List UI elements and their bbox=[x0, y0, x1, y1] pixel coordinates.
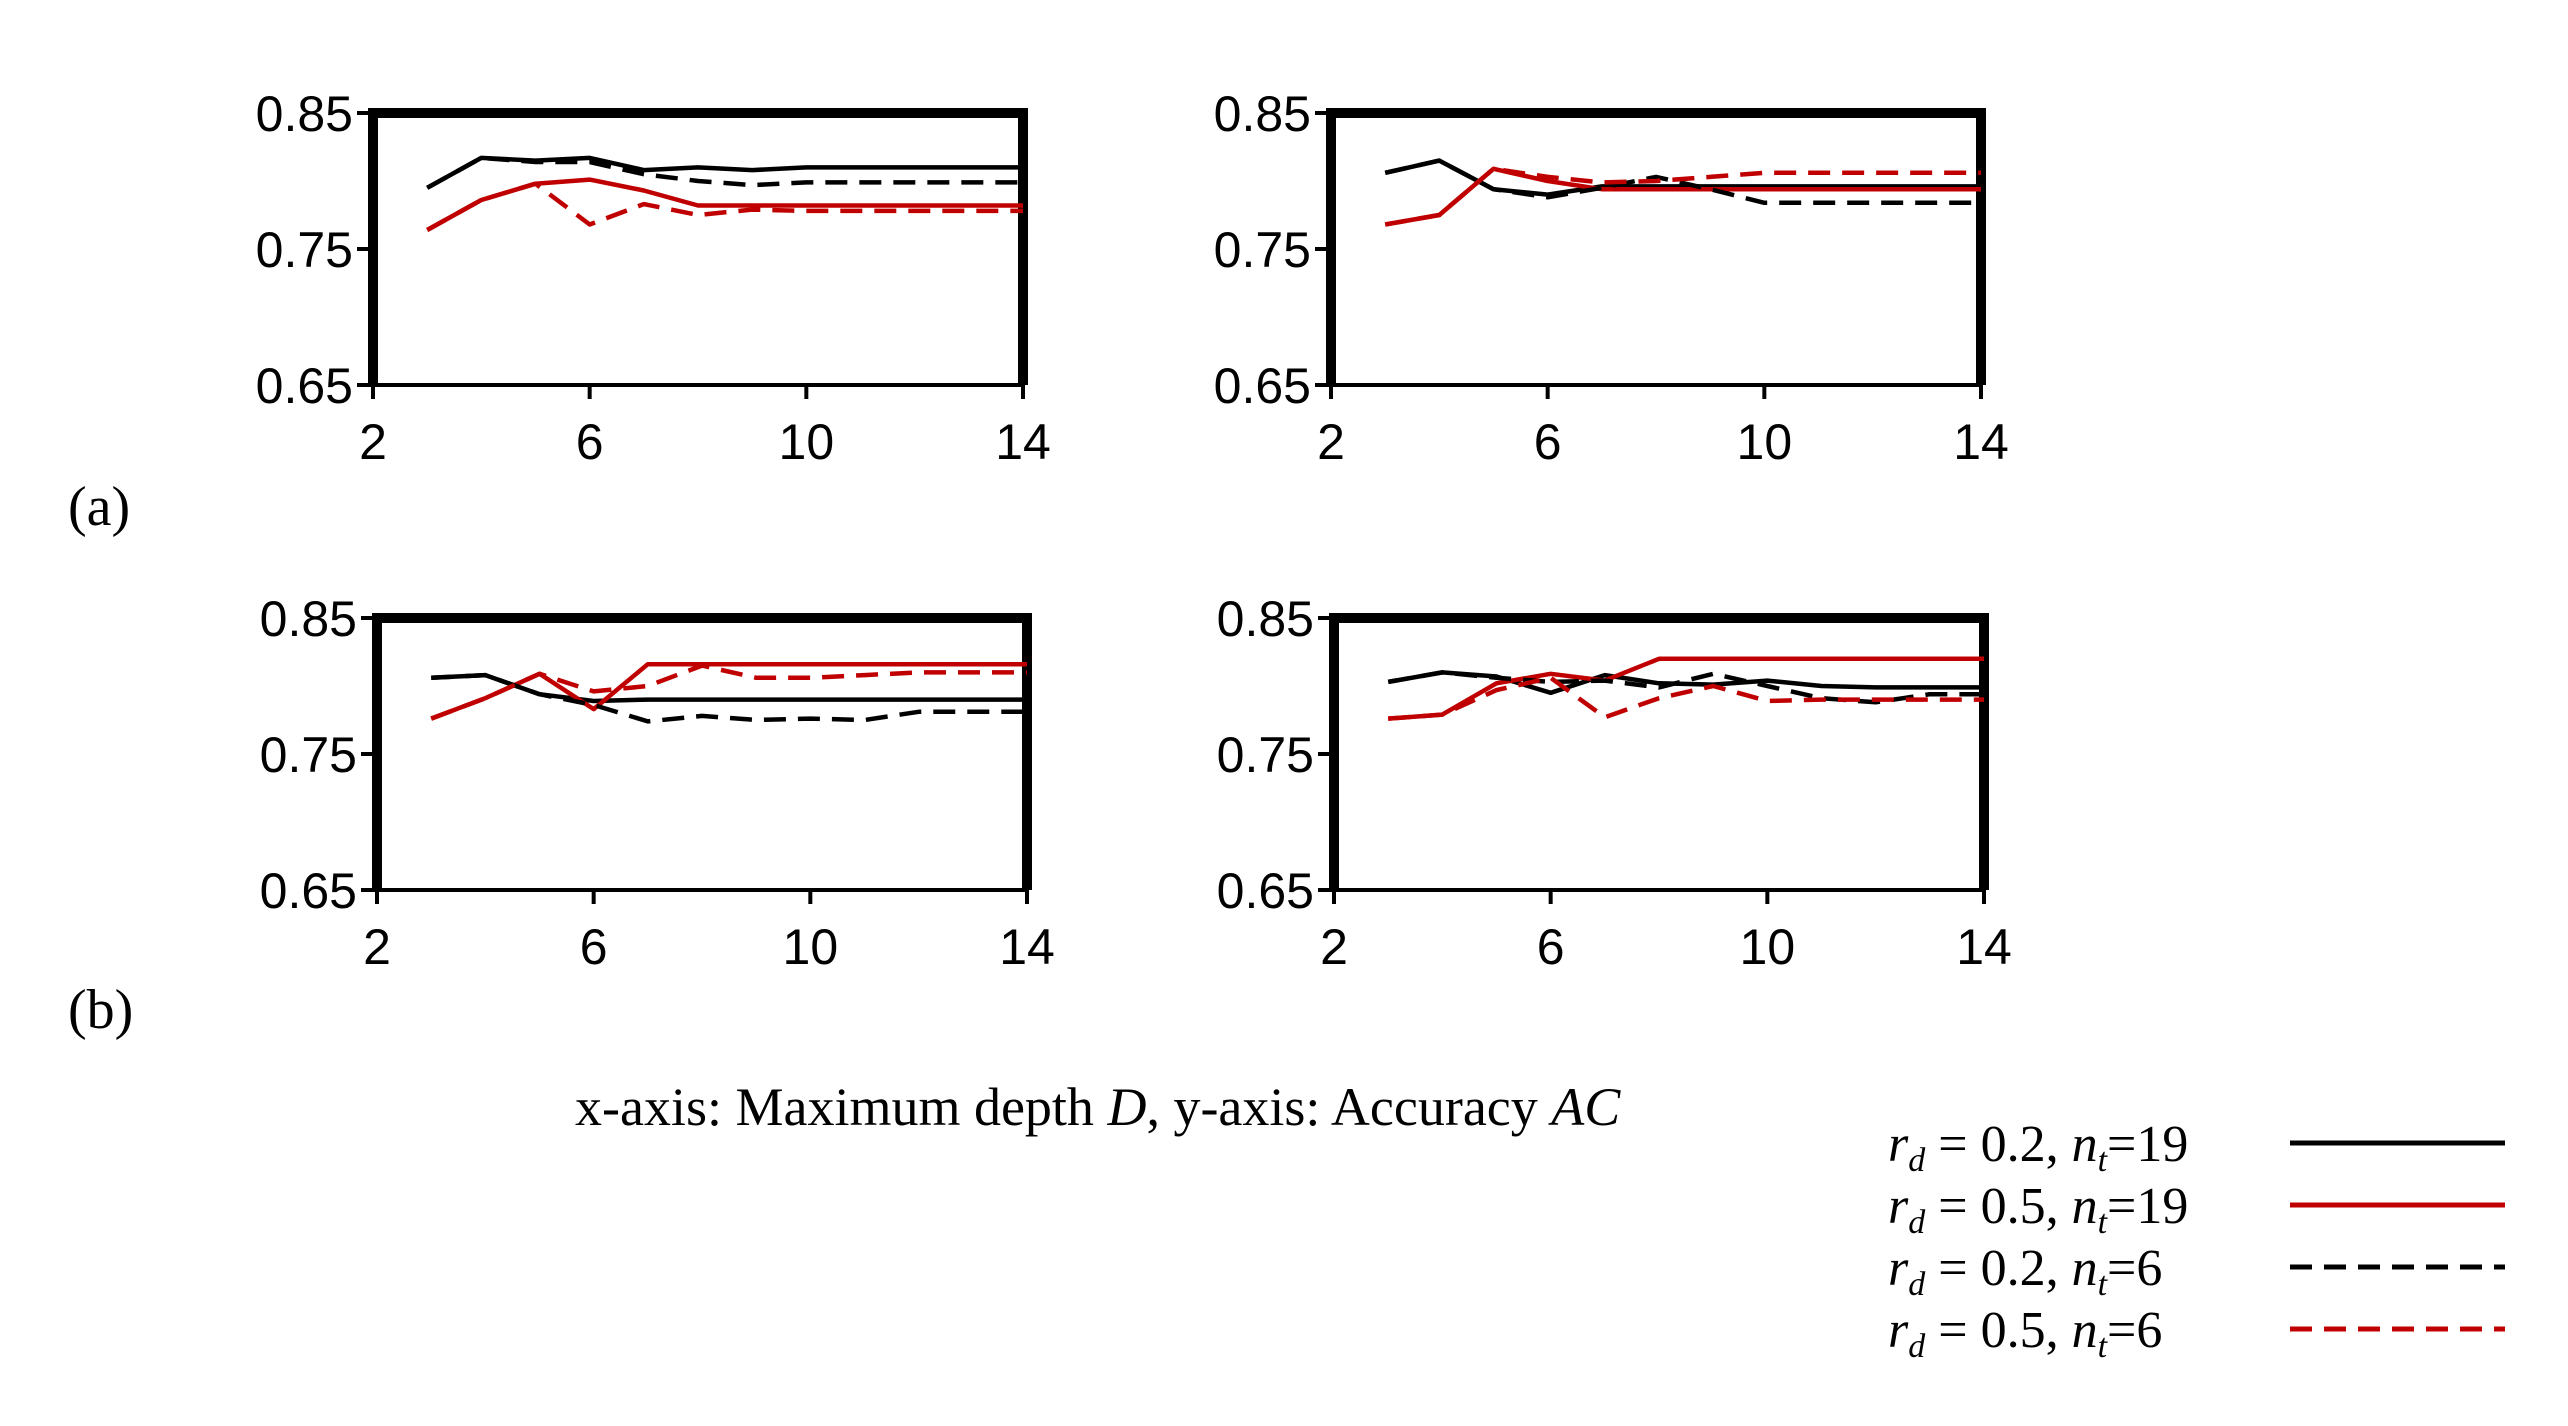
legend-label-part: r bbox=[1888, 1240, 1909, 1297]
legend-item-3: rd = 0.2, nt=6 bbox=[1888, 1240, 2505, 1303]
y-tick-label: 0.85 bbox=[256, 86, 353, 142]
y-tick-label: 0.65 bbox=[1217, 863, 1314, 919]
y-tick-label: 0.85 bbox=[1217, 591, 1314, 647]
series-line-3 bbox=[426, 155, 1023, 190]
series-line-2 bbox=[1388, 656, 1984, 721]
series-line-3 bbox=[1384, 158, 1981, 206]
caption-y-var: AC bbox=[1548, 1077, 1621, 1137]
series-line-1 bbox=[1387, 670, 1984, 696]
legend-label-part: = 0.2, bbox=[1925, 1240, 2071, 1297]
legend-label-part: t bbox=[2098, 1204, 2109, 1241]
legend-label-part: d bbox=[1908, 1328, 1926, 1365]
y-tick-label: 0.65 bbox=[256, 358, 353, 414]
chart-panels: 0.650.750.852 6 10 140.650.750.852 6 10 140.65… bbox=[256, 86, 2012, 975]
x-tick-label: 6 bbox=[576, 414, 604, 470]
y-tick-label: 0.75 bbox=[256, 222, 353, 278]
row-label-a: (a) bbox=[68, 476, 130, 538]
x-tick-label: 2 bbox=[359, 414, 387, 470]
x-tick-label: 2 bbox=[1320, 919, 1348, 975]
y-tick-label: 0.85 bbox=[260, 591, 357, 647]
legend-label-part: t bbox=[2098, 1328, 2109, 1365]
y-tick-label: 0.65 bbox=[1214, 358, 1311, 414]
legend-label-part: = 0.2, bbox=[1925, 1116, 2071, 1173]
legend-label-part: t bbox=[2098, 1142, 2109, 1179]
legend-label-part: d bbox=[1908, 1142, 1926, 1179]
legend-label-part: = 0.5, bbox=[1925, 1302, 2071, 1359]
legend-label: rd = 0.5, nt=6 bbox=[1888, 1302, 2162, 1365]
series-line-4 bbox=[1388, 675, 1984, 721]
legend-label-part: n bbox=[2072, 1178, 2098, 1235]
chart-panel-3: 0.65 0.75 0.85 2 6 10 14 bbox=[260, 591, 1055, 975]
legend-item-1: rd = 0.2, nt=19 bbox=[1888, 1116, 2505, 1179]
x-tick-label: 10 bbox=[779, 414, 835, 470]
legend-label-part: r bbox=[1888, 1302, 1909, 1359]
x-tick-label: 6 bbox=[580, 919, 608, 975]
legend-label-part: =6 bbox=[2107, 1240, 2162, 1297]
legend-label-part: =6 bbox=[2107, 1302, 2162, 1359]
legend-label-part: r bbox=[1888, 1116, 1909, 1173]
legend-label-part: =19 bbox=[2107, 1116, 2188, 1173]
x-tick-label: 14 bbox=[1956, 919, 2012, 975]
legend-label-part: n bbox=[2072, 1302, 2098, 1359]
x-tick-label: 10 bbox=[1737, 414, 1793, 470]
y-tick-label: 0.75 bbox=[1214, 222, 1311, 278]
legend-label-part: d bbox=[1908, 1266, 1926, 1303]
legend-item-2: rd = 0.5, nt=19 bbox=[1888, 1178, 2505, 1241]
x-tick-label: 10 bbox=[783, 919, 839, 975]
legend-label-part: r bbox=[1888, 1178, 1909, 1235]
y-tick-label: 0.65 bbox=[260, 863, 357, 919]
legend-label: rd = 0.5, nt=19 bbox=[1888, 1178, 2188, 1241]
series-line-2 bbox=[426, 177, 1023, 232]
chart-panel-1: 0.65 0.75 0.85 2 6 10 14 bbox=[256, 86, 1051, 470]
x-tick-label: 10 bbox=[1740, 919, 1796, 975]
y-tick-label: 0.75 bbox=[1217, 727, 1314, 783]
caption-middle: , y-axis: Accuracy bbox=[1146, 1077, 1551, 1137]
legend-label-part: n bbox=[2072, 1240, 2098, 1297]
legend-label-part: = 0.5, bbox=[1925, 1178, 2071, 1235]
caption-prefix: x-axis: Maximum depth bbox=[575, 1077, 1107, 1137]
x-tick-label: 14 bbox=[999, 919, 1055, 975]
plot-frame bbox=[372, 613, 1032, 890]
series-line-3 bbox=[431, 672, 1027, 724]
plot-frame bbox=[1326, 108, 1986, 385]
series-line-4 bbox=[1384, 166, 1981, 227]
x-tick-label: 6 bbox=[1537, 919, 1565, 975]
series-line-1 bbox=[431, 672, 1027, 704]
caption: x-axis: Maximum depth D, y-axis: Accurac… bbox=[575, 1077, 1621, 1137]
legend-label-part: t bbox=[2098, 1266, 2109, 1303]
legend-label: rd = 0.2, nt=6 bbox=[1888, 1240, 2162, 1303]
y-tick-label: 0.85 bbox=[1214, 86, 1311, 142]
legend-label-part: =19 bbox=[2107, 1178, 2188, 1235]
y-tick-label: 0.75 bbox=[260, 727, 357, 783]
legend-label: rd = 0.2, nt=19 bbox=[1888, 1116, 2188, 1179]
plot-frame bbox=[368, 108, 1028, 385]
legend-label-part: d bbox=[1908, 1204, 1926, 1241]
series-line-4 bbox=[426, 181, 1023, 232]
x-tick-label: 14 bbox=[1953, 414, 2009, 470]
chart-panel-4: 0.65 0.75 0.85 2 6 10 14 bbox=[1217, 591, 2012, 975]
legend-label-part: n bbox=[2072, 1116, 2098, 1173]
caption-x-var: D bbox=[1106, 1077, 1146, 1137]
chart-panel-2: 0.65 0.75 0.85 2 6 10 14 bbox=[1214, 86, 2009, 470]
x-tick-label: 6 bbox=[1534, 414, 1562, 470]
row-label-b: (b) bbox=[68, 979, 133, 1041]
series-line-4 bbox=[430, 663, 1027, 721]
x-tick-label: 14 bbox=[995, 414, 1051, 470]
legend-item-4: rd = 0.5, nt=6 bbox=[1888, 1302, 2505, 1365]
x-tick-label: 2 bbox=[1317, 414, 1345, 470]
x-tick-label: 2 bbox=[363, 919, 391, 975]
